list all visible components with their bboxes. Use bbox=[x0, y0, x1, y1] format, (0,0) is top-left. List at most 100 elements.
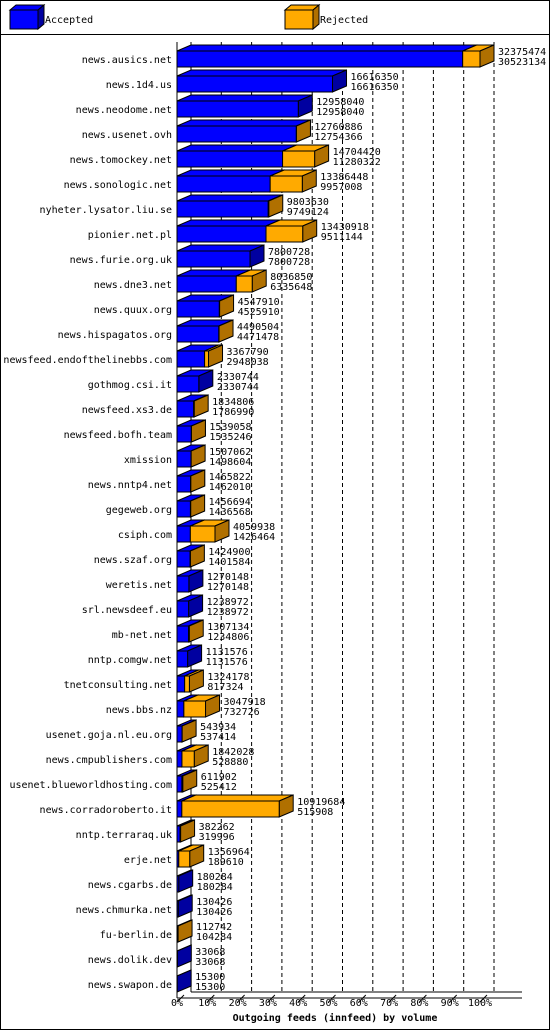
accepted-bar bbox=[177, 370, 213, 392]
rejected-bar-front bbox=[268, 201, 269, 217]
rejected-bar-front bbox=[463, 51, 480, 67]
accepted-bar-front bbox=[177, 126, 296, 142]
accepted-bar-front bbox=[177, 101, 298, 117]
accepted-bar bbox=[177, 245, 264, 267]
rejected-bar-front bbox=[180, 826, 181, 842]
accepted-label: 2330744 bbox=[217, 382, 259, 393]
accepted-bar-front bbox=[177, 226, 266, 242]
y-tick-label: usenet.goja.nl.eu.org bbox=[46, 730, 172, 741]
accepted-bar-front bbox=[177, 476, 191, 492]
y-tick-label: newsfeed.bofh.team bbox=[64, 430, 172, 441]
y-tick-label: newsfeed.xs3.de bbox=[82, 405, 172, 416]
accepted-bar-front bbox=[177, 376, 199, 392]
accepted-label: 528880 bbox=[212, 757, 248, 768]
y-tick-label: news.tomockey.net bbox=[70, 155, 172, 166]
accepted-bar bbox=[177, 95, 312, 117]
x-tick-label: 80% bbox=[410, 998, 428, 1009]
rejected-bar-front bbox=[182, 751, 194, 767]
legend-label: Accepted bbox=[45, 15, 93, 26]
accepted-label: 1131576 bbox=[206, 657, 248, 668]
accepted-bar-front bbox=[177, 551, 190, 567]
accepted-label: 537414 bbox=[200, 732, 236, 743]
accepted-label: 15300 bbox=[195, 982, 225, 993]
y-tick-label: news.cmpublishers.com bbox=[46, 755, 172, 766]
accepted-label: 1234806 bbox=[207, 632, 249, 643]
y-tick-label: news.ausics.net bbox=[82, 55, 172, 66]
accepted-bar bbox=[177, 595, 203, 617]
y-tick-label: news.1d4.us bbox=[106, 80, 172, 91]
y-tick-label: newsfeed.endofthelinebbs.com bbox=[3, 355, 172, 366]
x-tick-label: 70% bbox=[380, 998, 398, 1009]
y-tick-label: gothmog.csi.it bbox=[88, 380, 172, 391]
accepted-bar bbox=[177, 645, 202, 667]
accepted-bar-top bbox=[177, 70, 347, 76]
accepted-bar-top bbox=[177, 195, 282, 201]
accepted-bar-front bbox=[177, 151, 283, 167]
accepted-label: 2948038 bbox=[227, 357, 269, 368]
y-tick-label: gegeweb.org bbox=[106, 505, 172, 516]
accepted-label: 1498604 bbox=[209, 457, 251, 468]
accepted-bar bbox=[177, 220, 280, 242]
x-tick-label: 10% bbox=[198, 998, 216, 1009]
x-tick-label: 50% bbox=[319, 998, 337, 1009]
y-tick-label: csiph.com bbox=[118, 530, 172, 541]
y-tick-label: mb-net.net bbox=[112, 630, 172, 641]
y-tick-label: news.dolik.dev bbox=[88, 955, 172, 966]
legend-swatch-front bbox=[285, 10, 313, 29]
accepted-bar bbox=[177, 570, 203, 592]
accepted-label: 1426464 bbox=[233, 532, 275, 543]
accepted-bar bbox=[177, 120, 310, 142]
rejected-bar-top bbox=[182, 795, 293, 801]
accepted-bar-front bbox=[177, 176, 270, 192]
rejected-bar-front bbox=[236, 276, 252, 292]
accepted-label: 7800728 bbox=[268, 257, 310, 268]
rejected-bar-front bbox=[182, 776, 183, 792]
legend-swatch bbox=[285, 5, 319, 29]
rejected-bar-front bbox=[189, 626, 190, 642]
accepted-label: 6335648 bbox=[270, 282, 312, 293]
accepted-label: 515908 bbox=[297, 807, 333, 818]
accepted-bar-front bbox=[177, 501, 190, 517]
y-tick-label: usenet.blueworldhosting.com bbox=[9, 780, 172, 791]
accepted-bar-front bbox=[177, 626, 189, 642]
rejected-bar-front bbox=[270, 176, 302, 192]
rejected-bar bbox=[182, 795, 293, 817]
accepted-bar-front bbox=[177, 401, 194, 417]
rejected-bar-front bbox=[182, 801, 279, 817]
accepted-label: 1462010 bbox=[209, 482, 251, 493]
accepted-label: 1436568 bbox=[209, 507, 251, 518]
y-tick-label: xmission bbox=[124, 455, 172, 466]
y-tick-label: nyheter.lysator.liu.se bbox=[40, 205, 172, 216]
accepted-label: 12958040 bbox=[316, 107, 364, 118]
y-tick-label: news.neodome.net bbox=[76, 105, 172, 116]
accepted-bar bbox=[177, 45, 477, 67]
accepted-label: 9749124 bbox=[287, 207, 329, 218]
y-tick-label: erje.net bbox=[124, 855, 172, 866]
accepted-bar-top bbox=[177, 145, 297, 151]
rejected-bar bbox=[184, 695, 220, 717]
legend-swatch-side bbox=[38, 5, 44, 29]
accepted-bar-side bbox=[177, 970, 191, 992]
accepted-bar bbox=[177, 895, 192, 917]
y-tick-label: news.corradoroberto.it bbox=[40, 805, 172, 816]
x-axis-label: Outgoing feeds (innfeed) by volume bbox=[233, 1012, 438, 1024]
legend-label: Rejected bbox=[320, 15, 368, 26]
rejected-bar bbox=[190, 520, 229, 542]
rejected-bar-front bbox=[283, 151, 315, 167]
accepted-label: 4525910 bbox=[238, 307, 280, 318]
accepted-bar-front bbox=[177, 901, 178, 917]
accepted-bar-side bbox=[177, 945, 191, 967]
accepted-bar-front bbox=[177, 301, 219, 317]
accepted-bar-front bbox=[177, 801, 182, 817]
accepted-bar-front bbox=[177, 601, 189, 617]
rejected-bar bbox=[266, 220, 317, 242]
accepted-label: 9957008 bbox=[320, 182, 362, 193]
accepted-label: 732726 bbox=[224, 707, 260, 718]
accepted-bar-front bbox=[177, 726, 182, 742]
accepted-bar bbox=[177, 195, 282, 217]
accepted-bar-top bbox=[177, 220, 280, 226]
rejected-bar-front bbox=[185, 676, 190, 692]
accepted-bar-front bbox=[177, 351, 205, 367]
accepted-label: 319996 bbox=[199, 832, 235, 843]
